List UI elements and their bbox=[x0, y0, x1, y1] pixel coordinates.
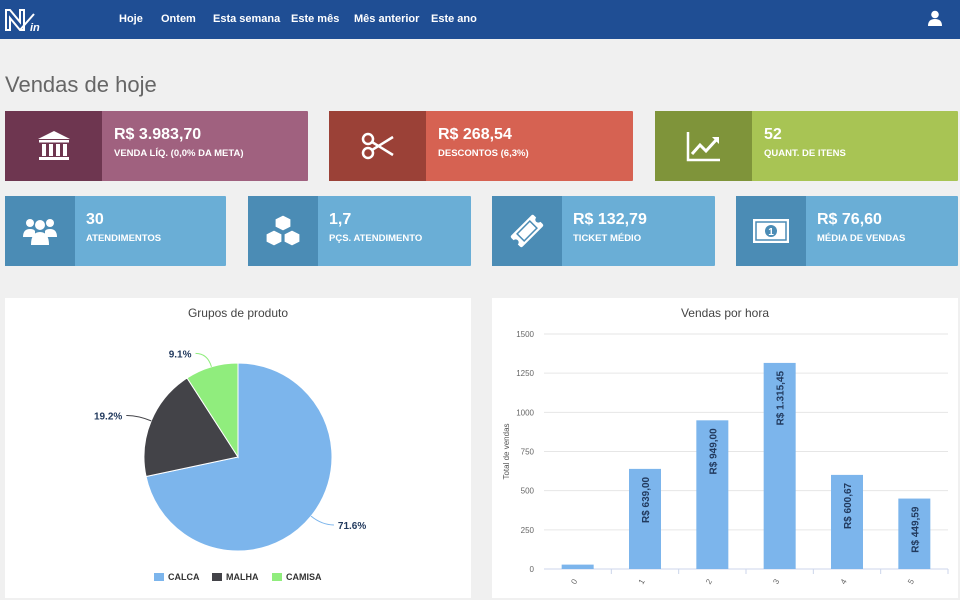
card-ticket-medio[interactable]: R$ 132,79 TICKET MÉDIO bbox=[492, 196, 715, 266]
card-atendimentos[interactable]: 30 ATENDIMENTOS bbox=[5, 196, 226, 266]
pie-chart: 71.6% 19.2% 9.1% bbox=[94, 349, 366, 552]
legend-swatch-camisa bbox=[272, 573, 282, 581]
x-tick-label: 4 bbox=[839, 577, 849, 586]
y-tick-label: 0 bbox=[530, 565, 535, 574]
legend-swatch-malha bbox=[212, 573, 222, 581]
ticket-value: R$ 132,79 bbox=[573, 211, 647, 228]
pie-slice-malha[interactable] bbox=[143, 377, 239, 478]
bar-hour-0[interactable] bbox=[561, 564, 594, 569]
x-tick-label: 5 bbox=[906, 577, 916, 586]
legend-swatch-calca bbox=[154, 573, 164, 581]
bar-chart: 0 250 500 750 1000 1250 1500 Total de vendas 0 1 R… bbox=[502, 330, 949, 586]
page-title: Vendas de hoje bbox=[5, 72, 157, 97]
y-tick-label: 500 bbox=[521, 487, 535, 496]
pie-value-label-calca: 71.6% bbox=[338, 521, 366, 532]
bank-icon bbox=[37, 131, 70, 160]
x-tick-label: 3 bbox=[771, 577, 781, 586]
pie-chart-title: Grupos de produto bbox=[187, 306, 289, 320]
nin-logo[interactable]: in bbox=[4, 6, 44, 34]
card-media-vendas[interactable]: 1 R$ 76,60 MÉDIA DE VENDAS bbox=[736, 196, 958, 266]
top-navbar: in Hoje Ontem Esta semana Este mês Mês a… bbox=[0, 0, 960, 39]
pie-slice-camisa[interactable] bbox=[186, 362, 239, 459]
bar-hour-5[interactable] bbox=[898, 498, 931, 569]
card-pcs-atendimento[interactable]: 1,7 PÇS. ATENDIMENTO bbox=[248, 196, 471, 266]
venda-label: VENDA LÍQ. (0,0% DA META) bbox=[114, 148, 244, 159]
bar-data-label: R$ 949,00 bbox=[708, 428, 719, 475]
descontos-value: R$ 268,54 bbox=[438, 126, 512, 143]
nav-hoje[interactable]: Hoje bbox=[119, 13, 143, 25]
bar-chart-title: Vendas por hora bbox=[680, 306, 770, 320]
legend-label-calca: CALCA bbox=[168, 572, 200, 582]
y-tick-label: 1250 bbox=[516, 369, 534, 378]
y-tick-label: 250 bbox=[521, 526, 535, 535]
bar-data-label: R$ 600,67 bbox=[843, 482, 854, 529]
bar-hour-3[interactable] bbox=[763, 362, 796, 569]
media-value: R$ 76,60 bbox=[817, 211, 882, 228]
venda-value: R$ 3.983,70 bbox=[114, 126, 202, 143]
nav-este-mes[interactable]: Este mês bbox=[291, 13, 340, 25]
pie-value-label-malha: 19.2% bbox=[94, 411, 122, 422]
media-label: MÉDIA DE VENDAS bbox=[817, 233, 906, 244]
bar-data-label: R$ 449,59 bbox=[910, 506, 921, 553]
cubes-icon bbox=[265, 214, 301, 247]
svg-text:1: 1 bbox=[768, 227, 774, 238]
card-pcs-iconbox bbox=[248, 196, 318, 266]
pie-value-label-camisa: 9.1% bbox=[169, 349, 192, 360]
itens-value: 52 bbox=[764, 126, 782, 143]
pcs-value: 1,7 bbox=[329, 211, 352, 228]
pie-connector-camisa bbox=[195, 352, 212, 367]
y-axis-title: Total de vendas bbox=[502, 423, 511, 479]
ticket-icon bbox=[510, 214, 544, 248]
user-icon[interactable] bbox=[928, 10, 942, 26]
descontos-label: DESCONTOS (6,3%) bbox=[438, 148, 529, 159]
pie-connector-malha bbox=[126, 414, 152, 422]
bar-data-label: R$ 639,00 bbox=[641, 476, 652, 523]
x-tick-label: 2 bbox=[704, 577, 714, 586]
pcs-label: PÇS. ATENDIMENTO bbox=[329, 233, 423, 244]
nav-esta-semana[interactable]: Esta semana bbox=[213, 13, 281, 25]
users-icon bbox=[23, 219, 57, 245]
money-bill-icon: 1 bbox=[753, 219, 789, 243]
card-descontos-iconbox bbox=[329, 111, 426, 181]
card-media-iconbox: 1 bbox=[736, 196, 806, 266]
atendimentos-label: ATENDIMENTOS bbox=[86, 233, 162, 244]
y-tick-label: 1000 bbox=[516, 408, 534, 417]
x-tick-label: 0 bbox=[569, 577, 579, 586]
card-ticket-iconbox bbox=[492, 196, 562, 266]
ticket-label: TICKET MÉDIO bbox=[573, 233, 642, 244]
scissors-icon bbox=[361, 132, 394, 160]
card-quant-itens[interactable]: 52 QUANT. DE ITENS bbox=[655, 111, 958, 181]
pie-connector-calca bbox=[310, 515, 334, 526]
legend-item-calca[interactable]: CALCA bbox=[154, 572, 200, 582]
card-venda-liquida[interactable]: R$ 3.983,70 VENDA LÍQ. (0,0% DA META) bbox=[5, 111, 308, 181]
y-tick-label: 750 bbox=[521, 448, 535, 457]
legend-item-malha[interactable]: MALHA bbox=[212, 572, 259, 582]
legend-item-camisa[interactable]: CAMISA bbox=[272, 572, 322, 582]
card-atendimentos-iconbox bbox=[5, 196, 75, 266]
nav-mes-anterior[interactable]: Mês anterior bbox=[354, 13, 420, 25]
atendimentos-value: 30 bbox=[86, 211, 104, 228]
legend-label-camisa: CAMISA bbox=[286, 572, 322, 582]
nav-este-ano[interactable]: Este ano bbox=[431, 13, 477, 25]
card-itens-iconbox bbox=[655, 111, 752, 181]
card-venda-iconbox bbox=[5, 111, 102, 181]
bar-data-label: R$ 1.315,45 bbox=[776, 370, 787, 425]
bar-hour-4[interactable] bbox=[831, 474, 863, 569]
y-tick-label: 1500 bbox=[516, 330, 534, 339]
bar-hour-1[interactable] bbox=[629, 468, 661, 569]
pie-slice-calca[interactable] bbox=[145, 362, 333, 552]
itens-label: QUANT. DE ITENS bbox=[764, 148, 846, 159]
x-tick-label: 1 bbox=[637, 577, 647, 586]
svg-text:in: in bbox=[30, 22, 40, 34]
bar-hour-2[interactable] bbox=[696, 420, 729, 569]
legend-label-malha: MALHA bbox=[226, 572, 259, 582]
nav-ontem[interactable]: Ontem bbox=[161, 13, 196, 25]
card-descontos[interactable]: R$ 268,54 DESCONTOS (6,3%) bbox=[329, 111, 633, 181]
trend-chart-icon bbox=[686, 132, 720, 162]
